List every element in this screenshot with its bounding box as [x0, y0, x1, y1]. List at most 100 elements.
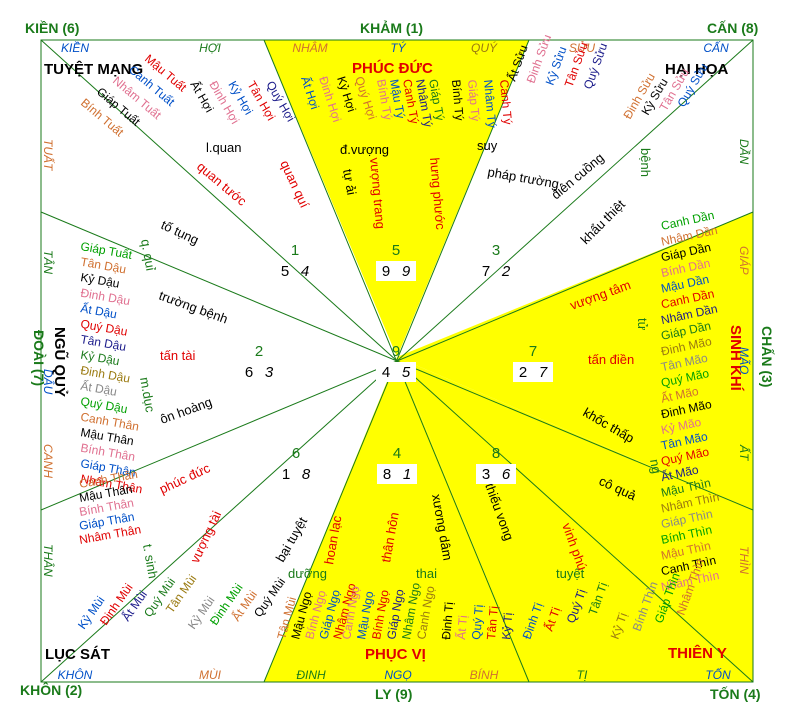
sector-text-22: ng — [647, 458, 664, 475]
sub-s_right-4: Kỷ Tị — [499, 612, 515, 640]
sub-w_col-7: Kỷ Dậu — [79, 348, 120, 369]
mountain-bottom-0: KHÔN — [58, 667, 93, 682]
mountain-bottom-5: TỊ — [577, 668, 588, 682]
star-left-s: 8 — [383, 466, 391, 483]
sector-text-5: vượng trang — [367, 157, 388, 229]
flying-stars: 15 459 937 226 394 572 761 848 183 6 — [245, 242, 553, 484]
star-left-w: 6 — [245, 364, 253, 381]
star-right-s: 1 — [403, 466, 411, 483]
sector-text-19: m.dục — [137, 376, 158, 414]
sector-text-7: suy — [477, 138, 498, 153]
star-right-w: 3 — [265, 364, 274, 381]
name-e: SINH KHÍ — [727, 325, 744, 392]
name-s: PHỤC VỊ — [365, 646, 426, 663]
dir-w: ĐOÀI (7) — [31, 330, 47, 386]
sub-w_col-2: Kỷ Dậu — [79, 270, 120, 291]
name-se: THIÊN Y — [668, 644, 727, 662]
mountain-bottom-1: MÙI — [199, 667, 222, 682]
sub-s_right-0: Đinh Tị — [439, 601, 456, 640]
mountain-top-6: CẤN — [703, 40, 729, 55]
star-right-n: 9 — [402, 263, 411, 280]
star-left-n: 9 — [382, 263, 390, 280]
name-n: PHÚC ĐỨC — [352, 59, 433, 77]
dir-ne: CẤN (8) — [707, 20, 758, 36]
sector-s-fill — [264, 357, 529, 682]
star-left-e: 2 — [519, 364, 527, 381]
star-right-ne: 2 — [501, 263, 511, 280]
star-top-n: 5 — [392, 242, 400, 259]
star-left-nw: 5 — [281, 263, 289, 280]
sector-text-4: tự ải — [340, 168, 359, 196]
mountain-right-0: DẦN — [737, 139, 752, 165]
sector-text-15: tử — [635, 318, 650, 331]
sector-text-10: bệnh — [638, 148, 653, 177]
mountain-bottom-6: TỐN — [705, 667, 731, 682]
dir-se: TỐN (4) — [710, 685, 761, 702]
name-w: NGŨ QUỶ — [51, 327, 69, 397]
mountain-top-0: KIỀN — [61, 40, 89, 55]
sector-text-34: thai — [416, 566, 437, 581]
star-top-sw: 6 — [292, 445, 300, 462]
sub-s_right-2: Quý Tị — [469, 604, 486, 640]
name-sw: LỤC SÁT — [45, 646, 110, 663]
sub-s_right-3: Tân Tị — [484, 605, 501, 640]
mountain-top-5: SỬU — [569, 40, 596, 55]
divider-4 — [40, 211, 754, 511]
star-top-e: 7 — [529, 343, 537, 360]
star-left-se: 3 — [482, 466, 490, 483]
mountain-left-1: TÂN — [41, 250, 56, 274]
star-top-c: 9 — [392, 343, 400, 360]
mountain-right-1: GIÁP — [737, 246, 752, 275]
mountain-labels: KIỀN HỢI NHÂM TÝ QUÝ SỬU CẤN KHÔN MÙI ĐINH NGỌ BÍNH… — [41, 40, 752, 682]
sector-text-25: vượng tài — [187, 509, 224, 566]
mountain-left-2: DẬU — [41, 369, 56, 395]
star-top-nw: 1 — [291, 242, 299, 259]
sector-n-fill — [264, 40, 529, 357]
star-right-se: 6 — [502, 466, 511, 483]
star-left-sw: 1 — [282, 466, 290, 483]
frame — [40, 39, 754, 683]
star-box-e — [513, 362, 553, 382]
mountain-top-1: HỢI — [199, 41, 221, 55]
mountain-right-4: THÌN — [737, 546, 752, 574]
sector-text-6: hưng phước — [427, 157, 448, 231]
name-nw: TUYỆT MẠNG — [44, 60, 143, 78]
mountain-left-4: THÂN — [41, 544, 56, 577]
sector-text-1: quan tước — [194, 159, 250, 209]
dir-nw: KIỀN (6) — [25, 20, 79, 36]
star-top-ne: 3 — [492, 242, 500, 259]
mountain-top-4: QUÝ — [471, 40, 498, 55]
dir-e: CHẤN (3) — [759, 326, 775, 387]
sector-text-3: đ.vượng — [340, 142, 389, 157]
sector-text-12: q. quỉ — [138, 238, 158, 272]
mountain-right-3: ẤT — [737, 444, 752, 462]
sector-text-33: dưỡng — [288, 566, 327, 581]
sub-n_right-2: Nhâm Tý — [481, 79, 499, 129]
sub-n_right-0: Bính Tý — [449, 79, 467, 121]
mountain-top-2: NHÂM — [292, 40, 327, 55]
star-right-e: 7 — [539, 364, 548, 381]
sector-se-fill — [397, 357, 753, 682]
name-ne: HẠI HỌA — [665, 61, 729, 78]
star-right-nw: 4 — [301, 263, 309, 280]
sub-n_right-3: Canh Tý — [497, 79, 515, 125]
sector-e-fill — [397, 212, 753, 510]
star-box-se — [476, 464, 516, 484]
star-top-w: 2 — [255, 343, 263, 360]
sector-text-14: trường bệnh — [157, 288, 230, 327]
sector-text-11: tố tụng — [159, 217, 201, 247]
sector-text-17: tấn tài — [160, 348, 196, 363]
mountain-top-3: TÝ — [390, 40, 406, 55]
star-right-sw: 8 — [302, 466, 311, 483]
star-left-ne: 7 — [482, 263, 490, 280]
dir-sw: KHÔN (2) — [20, 681, 82, 698]
sub-w_col-4: Ất Dậu — [79, 300, 118, 321]
dir-n: KHẢM (1) — [360, 20, 423, 36]
sector-text-13: khẩu thiệt — [578, 196, 629, 247]
star-top-se: 8 — [492, 445, 500, 462]
sector-text-18: tấn điền — [588, 352, 634, 367]
mountain-left-3: CANH — [41, 444, 55, 478]
star-box-c — [376, 362, 416, 382]
